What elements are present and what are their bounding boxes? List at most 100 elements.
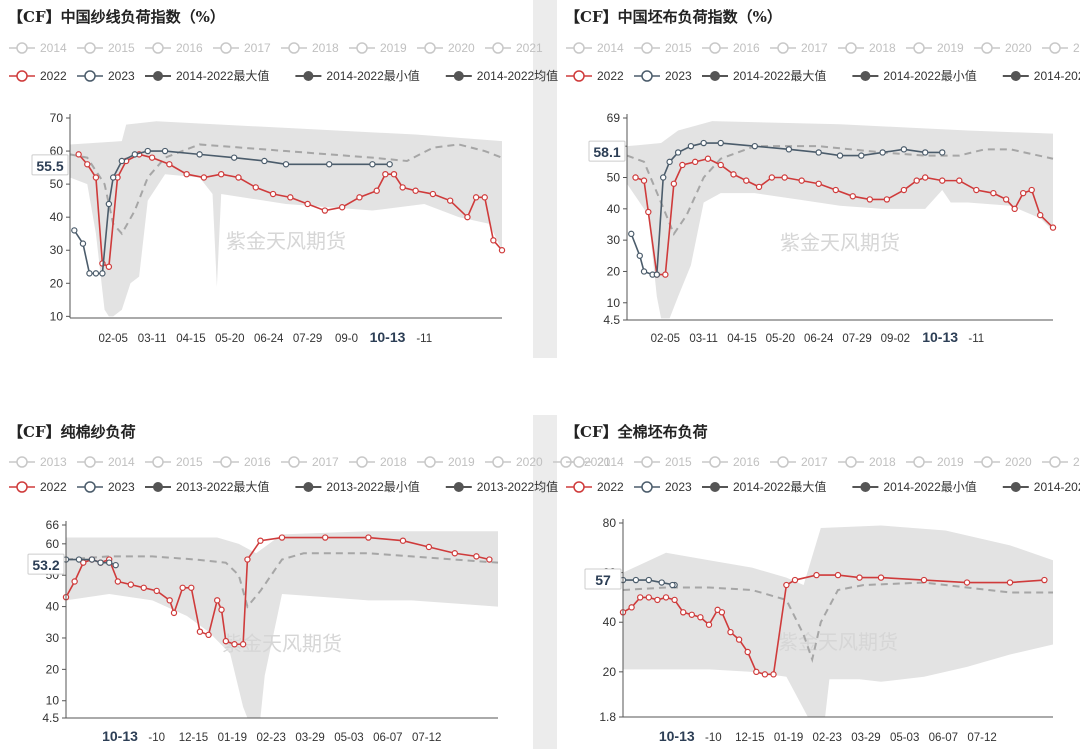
legend-marker-dot	[492, 456, 504, 468]
legend-item: 2021	[1042, 41, 1080, 55]
series-2022-point	[322, 534, 329, 541]
series-2023-point	[97, 559, 104, 566]
y-tick-label: 4.5	[603, 313, 620, 327]
series-2023-point	[836, 152, 844, 159]
series-2023-point	[92, 270, 100, 277]
legend-label: 2020	[516, 455, 543, 469]
legend-label: 2017	[244, 41, 271, 55]
series-2023-point	[858, 152, 865, 159]
series-2022-point	[920, 576, 928, 584]
legend-label: 2013-2022均值	[477, 479, 558, 494]
legend-marker-dot	[845, 42, 857, 54]
y-tick-label: 69	[607, 111, 621, 125]
series-2022-point	[783, 581, 790, 589]
series-2022-point	[645, 594, 653, 601]
legend-marker-dot	[288, 456, 300, 468]
series-2022-point	[304, 200, 311, 208]
series-2022-point	[356, 194, 363, 201]
series-2023-point	[815, 149, 822, 156]
series-2022-point	[464, 213, 471, 221]
legend-label: 2018	[869, 455, 896, 469]
legend-item: 2019	[906, 455, 964, 469]
legend-marker-dot	[641, 70, 653, 82]
series-2022-point	[153, 587, 160, 595]
y-tick-label: 40	[50, 210, 64, 224]
legend-label: 2017	[801, 41, 828, 55]
series-2022-point	[231, 641, 238, 648]
legend-item: 2013-2022均值	[445, 479, 558, 494]
x-tick-label: 07-29	[842, 333, 871, 345]
legend-item: 2022	[9, 480, 67, 494]
series-2022-point	[856, 574, 863, 581]
series-2022-point	[662, 271, 669, 278]
series-2022-point	[735, 636, 743, 643]
legend-label: 2020	[1005, 41, 1032, 55]
series-2022-point	[481, 194, 488, 201]
series-2022-point	[636, 594, 644, 601]
legend-label: 2017	[801, 455, 828, 469]
series-2022-point	[628, 604, 635, 611]
series-2022-point	[218, 606, 225, 613]
legend-marker-dot	[453, 71, 464, 81]
average-line	[65, 552, 499, 609]
chart-title: 【CF】中国坯布负荷指数（%）	[565, 8, 782, 26]
legend-marker-dot	[641, 481, 653, 493]
series-2022-point	[973, 186, 980, 194]
legend-marker-dot	[860, 482, 871, 492]
series-2023-point	[645, 576, 653, 584]
yarn-load-chart: 2014 2015 2016 2017 2018 2019 2020 2021 2022 2023…	[9, 41, 558, 345]
y-tick-label: 10	[46, 694, 60, 708]
series-2022-point	[217, 170, 225, 178]
series-2022-point	[834, 571, 842, 579]
legend-item: 2014-2022最大值	[145, 68, 269, 83]
x-tick-label: 06-07	[929, 732, 958, 744]
yarn-load-index-panel: 【CF】中国纱线负荷指数（%） 2014 2015 2016 2017 2018 2019…	[0, 0, 558, 358]
current-value-label: 53.2	[32, 557, 59, 573]
y-tick-label: 1.8	[599, 710, 616, 724]
x-tick-label: -10	[705, 732, 722, 744]
legend-marker-dot	[709, 456, 721, 468]
series-2023-point	[71, 227, 78, 234]
legend-label: 2014-2022均值	[1034, 68, 1080, 83]
legend-label: 2014	[40, 41, 67, 55]
current-value-box: 53.2	[27, 553, 65, 575]
legend-label: 2014-2022均值	[477, 68, 558, 83]
legend-marker-dot	[1049, 42, 1061, 54]
series-2022-point	[188, 584, 195, 591]
series-2022-point	[287, 194, 294, 201]
legend-marker-dot	[1049, 456, 1061, 468]
series-2022-point	[1037, 211, 1044, 219]
series-2022-point	[222, 637, 230, 645]
series-2022-point	[939, 177, 946, 184]
series-2022-point	[781, 174, 788, 181]
legend-label: 2014-2022最小值	[883, 479, 976, 494]
legend-label: 2021	[516, 41, 543, 55]
watermark: 紫金天风期货	[780, 230, 900, 254]
y-tick-label: 10	[50, 309, 64, 323]
min-max-band	[623, 525, 1053, 717]
legend-label: 2021	[1073, 41, 1080, 55]
series-2022-point	[717, 161, 724, 169]
series-2023-point	[939, 149, 946, 156]
series-2022-point	[425, 543, 433, 551]
x-tick-label: -10	[148, 732, 165, 744]
legend-item: 2022	[566, 480, 624, 494]
series-2023-point	[161, 147, 169, 155]
legend-item: 2023	[77, 480, 135, 494]
legend-label: 2013-2022最小值	[326, 479, 419, 494]
series-2022-point	[1028, 186, 1035, 194]
series-2022-point	[768, 174, 776, 181]
x-tick-label: 01-19	[218, 732, 247, 744]
legend-item: 2020	[417, 41, 475, 55]
series-2023-point	[369, 161, 376, 168]
legend-marker-dot	[220, 42, 232, 54]
series-2022-point	[832, 186, 839, 194]
min-max-band	[627, 121, 1053, 319]
legend-label: 2023	[665, 69, 692, 83]
legend-marker-dot	[913, 42, 925, 54]
legend-item: 2023	[77, 69, 135, 83]
current-date-label: 10-13	[370, 329, 406, 345]
series-2022-point	[679, 609, 687, 616]
legend-label: 2015	[665, 41, 692, 55]
legend-marker-dot	[16, 70, 28, 82]
